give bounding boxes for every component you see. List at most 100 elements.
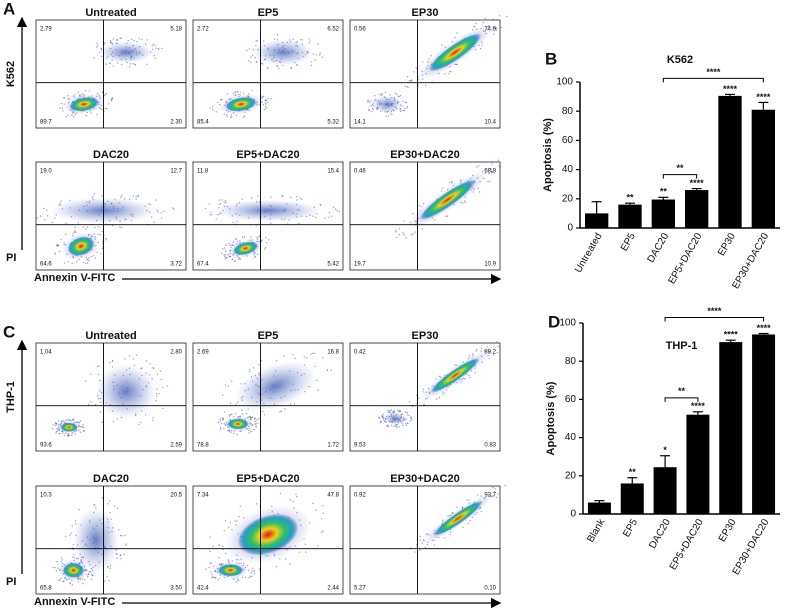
event-dot: [152, 48, 154, 50]
event-dot: [230, 565, 232, 568]
event-dot: [406, 414, 408, 416]
quadrant-value: 2.59: [170, 443, 182, 449]
event-dot: [56, 245, 59, 247]
event-dot: [233, 432, 235, 435]
flow-plot: [192, 19, 344, 129]
event-dot: [60, 102, 63, 105]
quadrant-value: 10.4: [484, 120, 496, 126]
event-dot: [454, 36, 456, 39]
event-dot: [421, 61, 424, 63]
event-dot: [491, 172, 493, 174]
event-dot: [241, 198, 243, 200]
event-dot: [261, 95, 264, 98]
event-dot: [316, 379, 318, 382]
x-tick-label: DAC20: [647, 517, 673, 551]
event-dot: [419, 539, 422, 541]
event-dot: [225, 244, 228, 246]
event-dot: [146, 63, 148, 65]
event-dot: [110, 41, 112, 43]
event-dot: [245, 49, 248, 52]
event-dot: [299, 197, 301, 199]
event-dot: [499, 166, 502, 168]
x-tick-label: EP5+DAC20: [667, 231, 705, 286]
event-dot: [368, 101, 370, 103]
event-dot: [73, 554, 75, 556]
row-label: THP-1: [5, 381, 17, 413]
significance: **: [660, 187, 668, 197]
event-dot: [292, 38, 294, 40]
event-dot: [55, 432, 57, 434]
event-dot: [111, 360, 114, 362]
event-dot: [235, 403, 237, 405]
event-dot: [397, 409, 399, 412]
event-dot: [152, 43, 155, 45]
event-dot: [99, 234, 102, 236]
event-dot: [62, 110, 64, 112]
event-dot: [73, 115, 75, 118]
event-dot: [222, 548, 225, 551]
event-dot: [370, 100, 372, 102]
event-dot: [139, 421, 142, 423]
plot-title: DAC20: [93, 473, 129, 485]
event-dot: [129, 63, 132, 65]
event-dot: [236, 520, 238, 522]
event-dot: [250, 571, 253, 574]
event-dot: [250, 56, 252, 58]
event-dot: [44, 219, 46, 221]
quadrant-value: 65.8: [40, 586, 52, 592]
event-dot: [491, 485, 494, 488]
event-dot: [228, 242, 230, 245]
event-dot: [219, 418, 221, 420]
event-dot: [124, 534, 126, 537]
quadrant-value: 1.04: [40, 350, 52, 356]
event-dot: [211, 573, 213, 576]
event-dot: [101, 240, 104, 243]
event-dot: [396, 93, 398, 96]
event-dot: [79, 420, 82, 422]
event-dot: [171, 207, 174, 209]
event-dot: [132, 195, 135, 197]
event-dot: [83, 578, 86, 581]
event-dot: [239, 258, 241, 260]
event-dot: [225, 114, 228, 116]
event-dot: [404, 85, 406, 88]
event-dot: [224, 200, 227, 202]
quadrant-value: 2.72: [197, 27, 209, 33]
density-halo: [383, 412, 407, 426]
event-dot: [43, 207, 45, 210]
event-dot: [94, 504, 96, 507]
event-dot: [135, 195, 137, 198]
event-dot: [265, 103, 267, 105]
quadrant-value: 0.10: [484, 586, 496, 592]
event-dot: [265, 236, 267, 239]
quadrant-value: 5.42: [327, 262, 339, 268]
x-tick-label: EP30+DAC20: [730, 231, 771, 291]
event-dot: [484, 17, 487, 20]
quadrant-value: 5.32: [327, 120, 339, 126]
event-dot: [108, 500, 111, 502]
event-dot: [475, 22, 477, 25]
event-dot: [60, 557, 63, 559]
event-dot: [398, 234, 400, 236]
flow-plot: [349, 341, 501, 452]
event-dot: [146, 39, 148, 41]
event-dot: [119, 226, 121, 228]
significance: *: [663, 445, 667, 455]
event-dot: [227, 430, 230, 432]
event-dot: [54, 422, 57, 424]
event-dot: [255, 61, 258, 63]
event-dot: [86, 576, 89, 578]
event-dot: [87, 258, 89, 261]
event-dot: [215, 577, 217, 579]
event-dot: [310, 64, 313, 66]
event-dot: [246, 564, 249, 567]
y-axis-label: Apoptosis (%): [545, 381, 557, 455]
event-dot: [219, 577, 221, 580]
event-dot: [404, 101, 407, 103]
event-dot: [374, 95, 376, 97]
event-dot: [96, 92, 99, 95]
event-dot: [407, 422, 409, 424]
event-dot: [280, 410, 283, 412]
event-dot: [494, 26, 496, 29]
event-dot: [154, 57, 157, 60]
